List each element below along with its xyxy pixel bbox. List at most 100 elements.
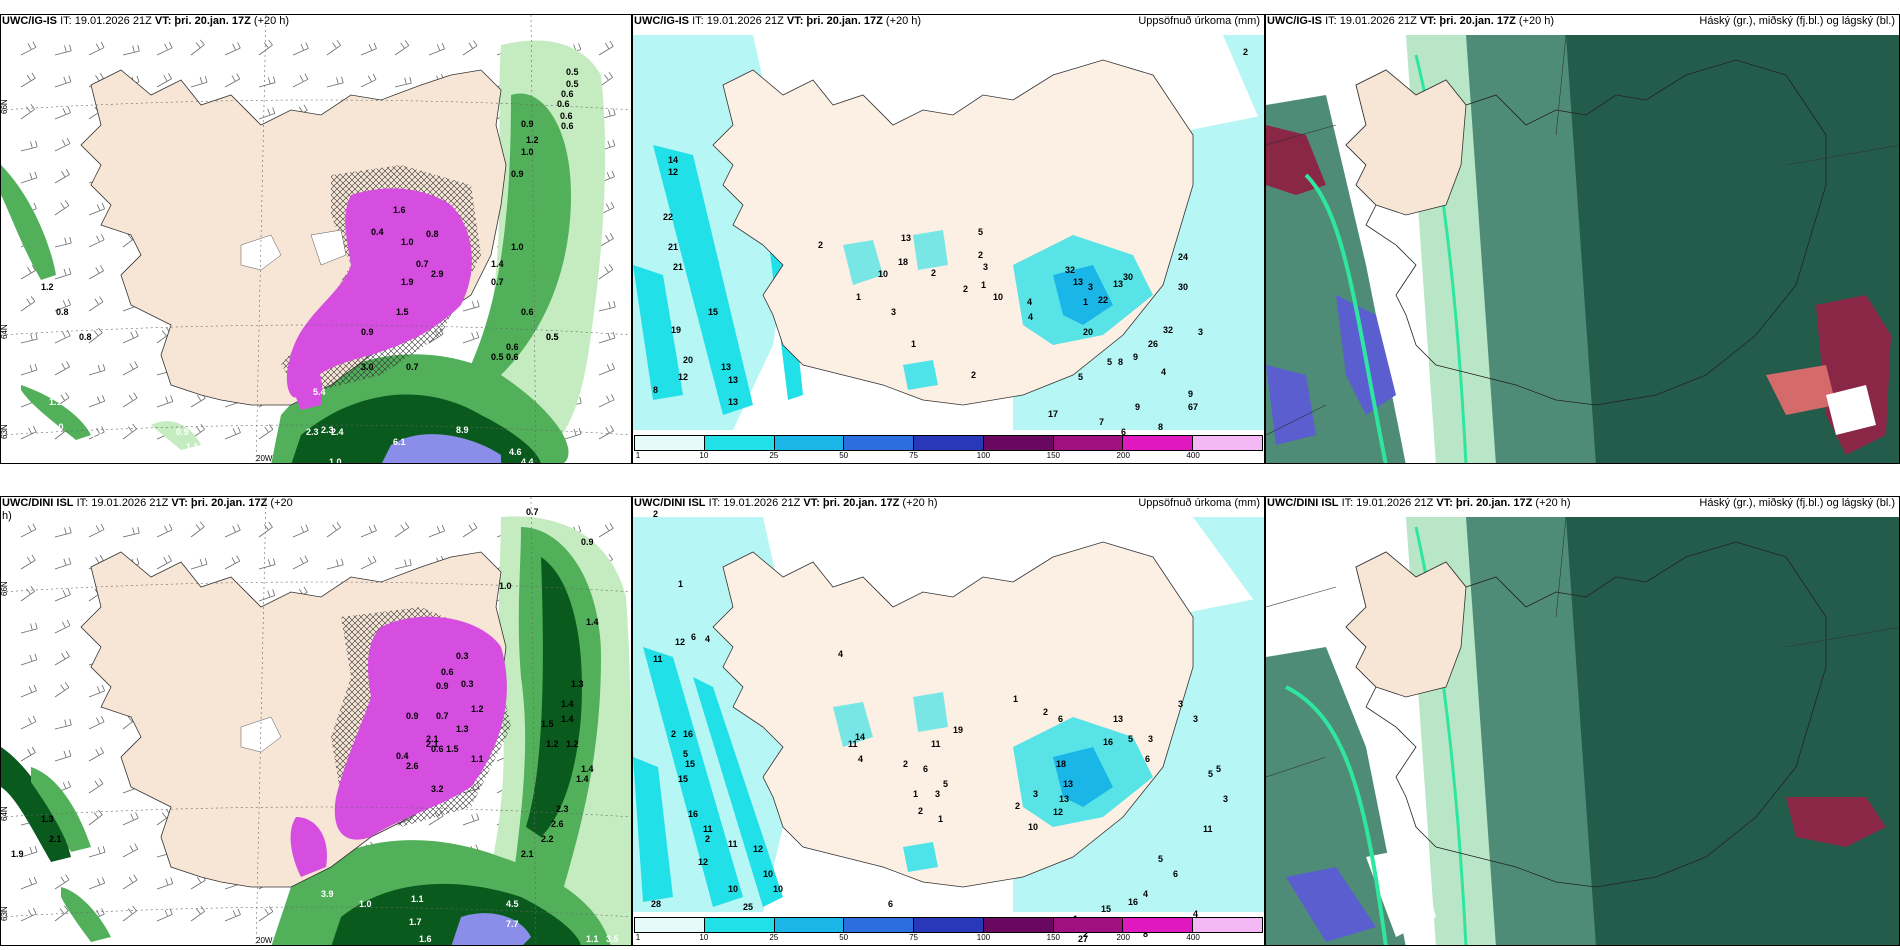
wind-barb xyxy=(20,845,38,858)
precip-value-label: 19 xyxy=(671,325,681,335)
precip-value-label: 1.5 xyxy=(446,744,459,754)
precip-value-label: 1.9 xyxy=(91,432,104,442)
precip-value-label: 1.9 xyxy=(401,277,414,287)
precip-value-label: 3.0 xyxy=(361,362,374,372)
colorbar-tick-label: 200 xyxy=(1116,451,1130,460)
wind-barb xyxy=(258,521,273,538)
wind-barb xyxy=(564,427,582,440)
wind-precip-map: 0.70.91.01.41.30.30.60.91.21.40.30.71.22… xyxy=(1,497,631,946)
colorbar-swatch xyxy=(914,436,984,450)
precip-light-ne xyxy=(1223,35,1264,131)
precip-value-label: 4 xyxy=(1028,312,1033,322)
precip-value-label: 2 xyxy=(963,284,968,294)
precip-value-label: 1 xyxy=(1013,694,1018,704)
panel-bottom-middle: UWC/DINI ISL IT: 19.01.2026 21Z VT: þri.… xyxy=(632,496,1265,946)
wind-barb xyxy=(360,524,377,538)
colorbar-tick-label: 400 xyxy=(1186,933,1200,942)
precip-value-label: 2.2 xyxy=(541,834,554,844)
precip-value-label: 1.4 xyxy=(581,764,594,774)
model-name: UWC/IG-IS xyxy=(2,15,57,27)
wind-barb xyxy=(156,73,172,88)
colorbar-swatch xyxy=(774,918,845,932)
precip-value-label: 2 xyxy=(705,834,710,844)
precip-value-label: 10 xyxy=(1028,822,1038,832)
precip-value-label: 8.9 xyxy=(456,425,469,435)
init-time: IT: 19.01.2026 21Z xyxy=(76,497,169,509)
precip-value-label: 4 xyxy=(705,634,710,644)
graticule xyxy=(1,15,631,463)
precip-value-label: 2.1 xyxy=(521,849,534,859)
wind-barb xyxy=(54,749,72,762)
precip-value-label: 1.2 xyxy=(546,739,559,749)
wind-barb xyxy=(190,76,208,88)
wind-barb xyxy=(88,327,103,344)
precip-value-label: 16 xyxy=(1103,737,1113,747)
precip-value-label: 11 xyxy=(653,654,663,664)
precip-value-label: 2.6 xyxy=(551,819,564,829)
wind-barb xyxy=(598,300,616,312)
iceland-outline xyxy=(1345,541,1827,888)
lead-time: (+20 h) xyxy=(1518,15,1555,27)
wind-barb xyxy=(156,908,173,922)
precip-value-label: 0.5 xyxy=(546,332,559,342)
precip-value-label: 4 xyxy=(1193,909,1198,919)
precip-light-ne xyxy=(1193,517,1264,615)
precip-value-label: 17 xyxy=(1048,409,1058,419)
wind-barb xyxy=(20,622,38,634)
wind-barb xyxy=(258,76,276,88)
valid-time: VT: þri. 20.jan. 17Z xyxy=(1419,15,1516,27)
wind-barb xyxy=(122,44,140,56)
precip-value-label: 4 xyxy=(1027,297,1032,307)
wind-barb xyxy=(54,361,70,376)
panel-header: UWC/DINI ISL IT: 19.01.2026 21Z VT: þri.… xyxy=(634,497,938,510)
precip-value-label: 2 xyxy=(918,806,923,816)
valid-time: VT: þri. 20.jan. 17Z xyxy=(786,15,883,27)
precip-value-label: 21 xyxy=(668,242,678,252)
precip-value-label: 1.5 xyxy=(541,719,554,729)
wind-barb xyxy=(88,426,105,440)
precip-value-label: 14 xyxy=(855,732,865,742)
colorbar-tick-label: 150 xyxy=(1046,933,1061,942)
cloud-green-edge xyxy=(1304,173,1388,463)
precip-value-label: 1.0 xyxy=(499,581,512,591)
wind-barb xyxy=(20,332,38,344)
lat-label-63n: 63N xyxy=(1,906,9,921)
precip-value-label: 32 xyxy=(1163,325,1173,335)
wind-barb xyxy=(88,809,103,826)
wind-barb xyxy=(224,42,241,56)
colorbar-swatch xyxy=(844,436,915,450)
wind-barb xyxy=(122,392,138,408)
precip-south-dark xyxy=(1053,747,1113,807)
wind-barb xyxy=(20,72,36,88)
colorbar-tick-label: 10 xyxy=(699,933,709,942)
precip-value-label: 16 xyxy=(1128,897,1138,907)
value-labels: 0.50.50.60.60.60.9 0.61.21.00.91.60.4 0.81… xyxy=(41,67,579,463)
precip-value-label: 22 xyxy=(1098,295,1108,305)
precip-value-label: 11 xyxy=(1203,824,1213,834)
precip-value-label: 1.1 xyxy=(586,934,599,944)
precip-value-label: 0.5 xyxy=(491,352,504,362)
wind-barb xyxy=(462,522,478,538)
wind-barb xyxy=(54,526,72,538)
wind-barb xyxy=(20,907,37,922)
precip-green-west-3 xyxy=(151,421,201,450)
cloud-green-edge-2 xyxy=(1414,526,1468,945)
wind-barb xyxy=(122,812,139,826)
precip-value-label: 13 xyxy=(1073,277,1083,287)
precip-value-label: 1.4 xyxy=(576,774,589,784)
wind-barb xyxy=(20,103,35,120)
wind-barb xyxy=(360,73,377,88)
precip-value-label: 0.9 xyxy=(581,537,594,547)
cloud-cover-map xyxy=(1266,34,1899,463)
wind-barb xyxy=(156,555,172,570)
wind-barb xyxy=(224,555,241,570)
precip-value-label: 2.6 xyxy=(406,761,419,771)
cloud-white xyxy=(1366,847,1436,937)
model-name: UWC/DINI ISL xyxy=(634,497,706,509)
precip-value-label: 0.7 xyxy=(416,259,429,269)
wind-barb xyxy=(394,76,412,88)
precip-value-label: 4.2 xyxy=(501,944,514,946)
wind-barb xyxy=(54,200,70,216)
precip-value-label: 1.4 xyxy=(491,259,504,269)
precip-value-label: 13 xyxy=(728,375,738,385)
